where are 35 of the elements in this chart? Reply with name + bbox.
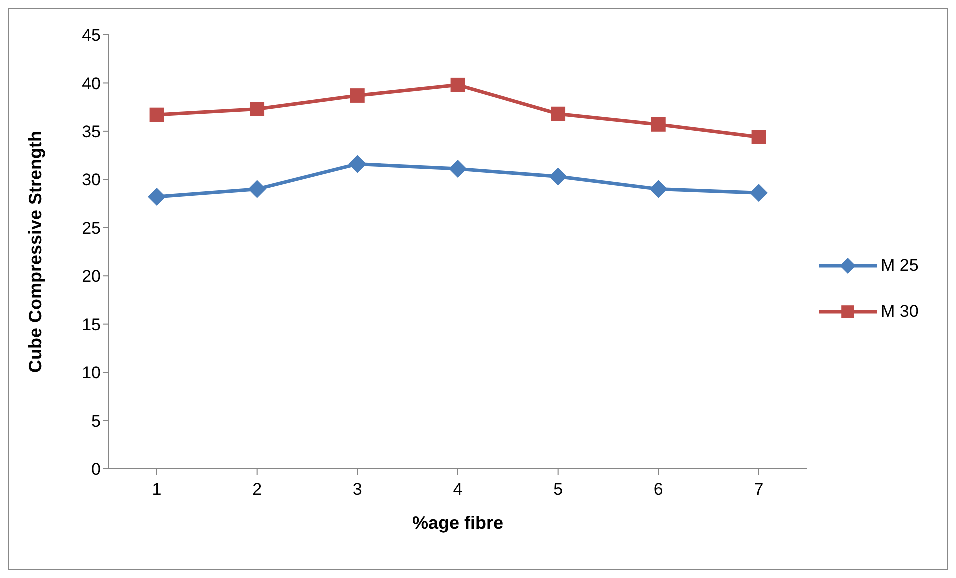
y-tick-label: 35: [82, 122, 101, 142]
x-tick-label: 6: [654, 480, 664, 500]
legend-label: M 30: [881, 302, 919, 322]
y-tick-label: 5: [92, 412, 101, 431]
point: [449, 160, 467, 178]
y-tick-label: 30: [82, 170, 101, 190]
y-tick-label: 40: [82, 74, 101, 94]
point: [750, 184, 768, 202]
point: [549, 168, 568, 186]
point: [651, 117, 666, 132]
y-axis-title: Cube Compressive Strength: [25, 130, 46, 374]
x-axis-title: %age fibre: [412, 513, 504, 533]
point: [752, 130, 766, 144]
x-tick-label: 2: [252, 480, 262, 500]
point: [350, 88, 365, 103]
point: [551, 106, 566, 122]
x-tick-label: 7: [754, 480, 764, 500]
x-tick-label: 3: [352, 480, 362, 500]
y-tick-label: 45: [82, 26, 101, 46]
point: [650, 180, 668, 198]
y-tick-label: 0: [92, 460, 101, 480]
y-tick-label: 25: [82, 218, 101, 238]
legend-label: M 25: [881, 256, 919, 276]
point: [348, 155, 367, 174]
y-tick-label: 10: [82, 364, 101, 383]
point: [150, 108, 164, 122]
x-tick-label: 5: [554, 480, 564, 500]
y-tick-label: 20: [82, 267, 101, 286]
x-tick-label: 4: [453, 480, 463, 500]
y-tick-label: 15: [82, 315, 101, 334]
point: [148, 188, 166, 206]
point: [250, 102, 265, 116]
point: [450, 78, 466, 92]
point: [248, 180, 266, 198]
x-tick-label: 1: [152, 480, 162, 500]
